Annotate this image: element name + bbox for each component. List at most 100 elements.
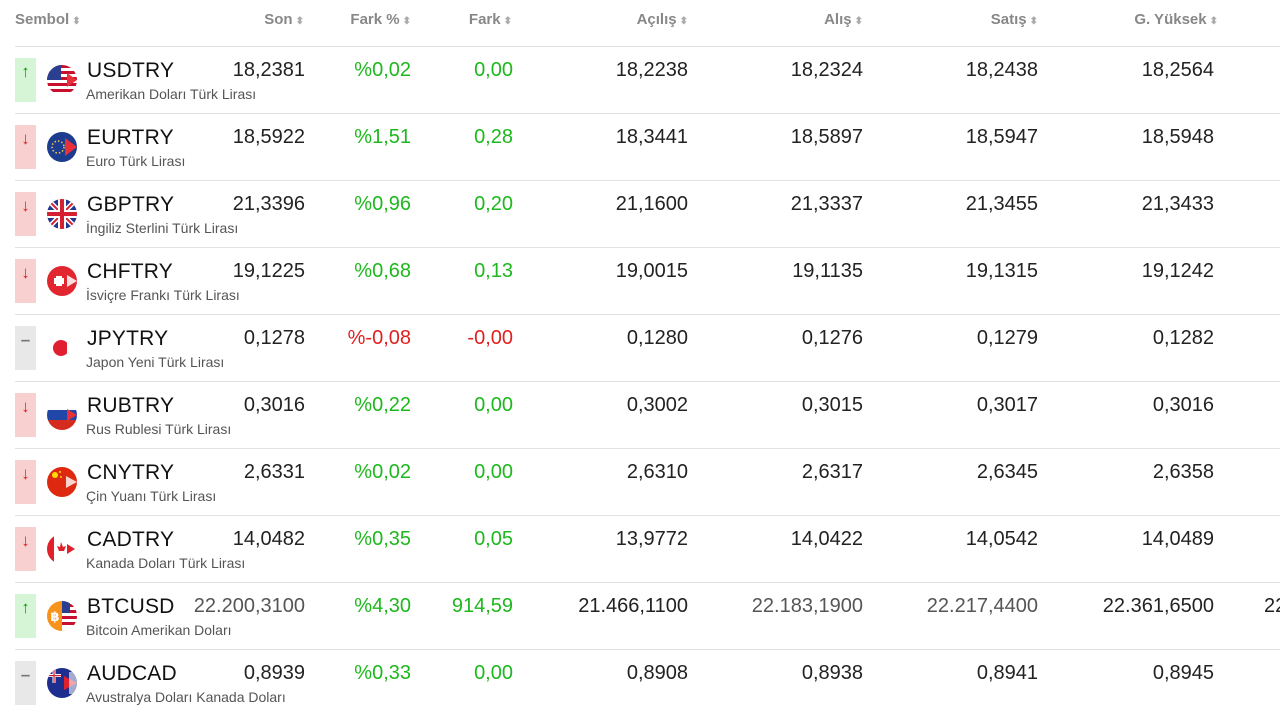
change-percent: %0,68 [354, 260, 411, 282]
table-row[interactable]: ↓ GBPTRY İngiliz Sterlini Türk Lirası 21,33… [0, 180, 1280, 247]
change-value: -0,00 [467, 327, 513, 349]
table-row[interactable]: ↑ ฿ BTCUSD Bitcoin Amerikan Doları 22.200,31… [0, 582, 1280, 649]
table-row[interactable]: – JPYTRY Japon Yeni Türk Lirası 0,1278 %-0,0… [0, 314, 1280, 381]
symbol-code[interactable]: JPYTRY [87, 327, 169, 350]
change-value: 0,00 [474, 461, 513, 483]
symbol-code[interactable]: GBPTRY [87, 193, 175, 216]
cn-flag-icon [47, 467, 77, 497]
ru-flag-icon [47, 400, 77, 430]
change-value: 0,00 [474, 662, 513, 684]
table-header: Sembol ⬍ Son ⬍ Fark % ⬍ Fark ⬍ Açılış ⬍ Alış ⬍… [0, 0, 1280, 46]
trend-down-icon: ↓ [15, 527, 36, 571]
symbol-description: Çin Yuanı Türk Lirası [86, 488, 217, 504]
day-low-clipped: 22 [1264, 595, 1280, 617]
symbol-code[interactable]: CNYTRY [87, 461, 175, 484]
last-price: 21,3396 [232, 193, 305, 215]
table-row[interactable]: ↑ USDTRY Amerikan Doları Türk Lirası 18,238… [0, 46, 1280, 113]
ask-price: 18,5947 [965, 126, 1038, 148]
header-fark-pct[interactable]: Fark % ⬍ [350, 11, 411, 28]
ca-flag-icon [47, 534, 77, 564]
table-row[interactable]: ↓ CNYTRY Çin Yuanı Türk Lirası 2,6331 %0,02 0… [0, 448, 1280, 515]
table-row[interactable]: ↓ RUBTRY Rus Rublesi Türk Lirası 0,3016 %0,2… [0, 381, 1280, 448]
us-flag-icon [47, 65, 77, 95]
table-row[interactable]: ↓ EURTRY Euro Türk Lirası 18,5922 %1,51 0,28 1… [0, 113, 1280, 180]
symbol-description: İngiliz Sterlini Türk Lirası [86, 220, 239, 236]
header-sembol[interactable]: Sembol ⬍ [15, 11, 81, 28]
trend-up-icon: ↑ [15, 594, 36, 638]
change-percent: %0,02 [354, 59, 411, 81]
day-high: 0,8945 [1152, 662, 1214, 684]
last-price: 0,3016 [243, 394, 305, 416]
bid-price: 18,5897 [790, 126, 863, 148]
open-price: 18,3441 [615, 126, 688, 148]
change-value: 0,05 [474, 528, 513, 550]
change-percent: %1,51 [354, 126, 411, 148]
symbol-description: Euro Türk Lirası [86, 153, 186, 169]
svg-text:฿: ฿ [50, 610, 59, 625]
change-percent: %0,35 [354, 528, 411, 550]
ask-price: 2,6345 [976, 461, 1038, 483]
table-row[interactable]: – AUDCAD Avustralya Doları Kanada Doları 0,… [0, 649, 1280, 716]
change-value: 0,00 [474, 59, 513, 81]
last-price: 2,6331 [243, 461, 305, 483]
open-price: 21.466,1100 [578, 595, 688, 617]
header-g-yuksek[interactable]: G. Yüksek ⬍ [1134, 11, 1218, 28]
ask-price: 0,3017 [976, 394, 1038, 416]
symbol-code[interactable]: CHFTRY [87, 260, 173, 283]
sort-icon: ⬍ [679, 16, 688, 27]
change-percent: %0,22 [354, 394, 411, 416]
header-acilis[interactable]: Açılış ⬍ [636, 11, 688, 28]
day-high: 0,3016 [1152, 394, 1214, 416]
gb-flag-icon [47, 199, 77, 229]
trend-down-icon: ↓ [15, 393, 36, 437]
sort-icon: ⬍ [1209, 16, 1218, 27]
trend-flat-icon: – [15, 661, 36, 705]
change-value: 0,20 [474, 193, 513, 215]
table-row[interactable]: ↓ CHFTRY İsviçre Frankı Türk Lirası 19,1225… [0, 247, 1280, 314]
ask-price: 18,2438 [965, 59, 1038, 81]
day-high: 19,1242 [1141, 260, 1214, 282]
last-price: 0,1278 [243, 327, 305, 349]
au-flag-icon [47, 668, 77, 698]
trend-down-icon: ↓ [15, 125, 36, 169]
btc-flag-icon: ฿ [47, 601, 77, 631]
last-price: 18,2381 [232, 59, 305, 81]
symbol-code[interactable]: RUBTRY [87, 394, 175, 417]
row-divider [15, 314, 1280, 315]
day-high: 18,5948 [1141, 126, 1214, 148]
ask-price: 22.217,4400 [926, 595, 1038, 617]
bid-price: 22.183,1900 [751, 595, 863, 617]
symbol-description: Kanada Doları Türk Lirası [86, 555, 246, 571]
change-percent: %0,02 [354, 461, 411, 483]
header-alis[interactable]: Alış ⬍ [824, 11, 863, 28]
sort-icon: ⬍ [295, 16, 304, 27]
symbol-code[interactable]: AUDCAD [87, 662, 177, 685]
header-satis[interactable]: Satış ⬍ [990, 11, 1038, 28]
open-price: 19,0015 [615, 260, 688, 282]
symbol-code[interactable]: USDTRY [87, 59, 175, 82]
bid-price: 0,3015 [801, 394, 863, 416]
open-price: 2,6310 [626, 461, 688, 483]
header-fark[interactable]: Fark ⬍ [468, 11, 512, 28]
sort-icon: ⬍ [854, 16, 863, 27]
symbol-description: İsviçre Frankı Türk Lirası [86, 287, 240, 303]
symbol-code[interactable]: BTCUSD [87, 595, 175, 618]
trend-flat-icon: – [15, 326, 36, 370]
trend-down-icon: ↓ [15, 192, 36, 236]
header-son[interactable]: Son ⬍ [264, 11, 304, 28]
ask-price: 19,1315 [965, 260, 1038, 282]
symbol-code[interactable]: CADTRY [87, 528, 175, 551]
open-price: 0,3002 [626, 394, 688, 416]
day-high: 21,3433 [1141, 193, 1214, 215]
day-high: 22.361,6500 [1102, 595, 1214, 617]
bid-price: 18,2324 [790, 59, 863, 81]
symbol-code[interactable]: EURTRY [87, 126, 174, 149]
row-divider [15, 247, 1280, 248]
day-high: 2,6358 [1152, 461, 1214, 483]
ask-price: 0,1279 [976, 327, 1038, 349]
table-row[interactable]: ↓ CADTRY Kanada Doları Türk Lirası 14,0482%… [0, 515, 1280, 582]
row-divider [15, 113, 1280, 114]
last-price: 14,0482 [232, 528, 305, 550]
sort-icon: ⬍ [402, 16, 411, 27]
open-price: 21,1600 [615, 193, 688, 215]
